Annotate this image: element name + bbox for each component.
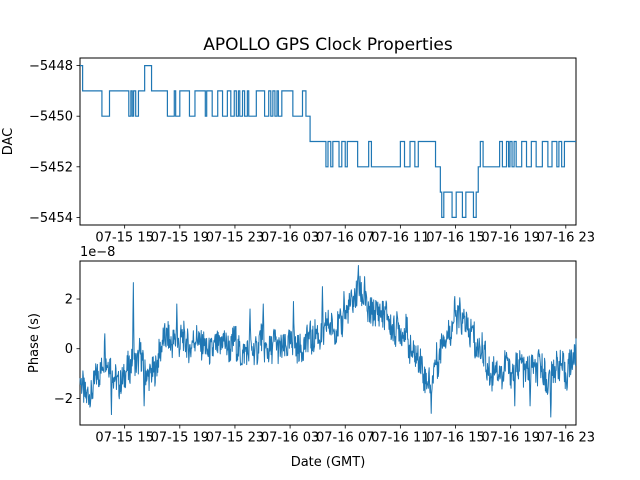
x-tick-label: 07-16 19 [481,431,539,446]
y-tick-label: 2 [65,293,73,308]
dac-series-line [80,64,576,219]
y-tick-label: −5452 [29,160,73,175]
x-tick-label: 07-15 23 [206,231,264,246]
x-tick-label: 07-15 23 [206,431,264,446]
y-tick-label: −5454 [29,211,73,226]
x-tick-label: 07-15 15 [95,231,153,246]
x-tick-label: 07-16 03 [261,231,319,246]
phase-y-axis-label: Phase (s) [27,313,42,373]
tick-marks-group [76,65,567,429]
x-tick-label: 07-16 07 [316,431,374,446]
x-tick-label: 07-16 15 [426,431,484,446]
x-tick-label: 07-16 11 [371,231,429,246]
x-tick-label: 07-15 19 [151,231,209,246]
chart-title: APOLLO GPS Clock Properties [203,35,453,55]
y-tick-label: 0 [65,342,73,357]
x-tick-label: 07-16 07 [316,231,374,246]
x-axis-label: Date (GMT) [291,455,366,470]
x-tick-label: 07-16 23 [537,431,595,446]
y-tick-label: −5450 [29,110,73,125]
phase-series-line [79,264,577,418]
x-tick-label: 07-16 11 [371,431,429,446]
x-tick-label: 07-16 03 [261,431,319,446]
x-tick-label: 07-15 19 [151,431,209,446]
phase-axis-offset-exponent: 1e−8 [80,245,115,260]
x-tick-label: 07-16 23 [537,231,595,246]
y-tick-label: −2 [54,392,73,407]
x-tick-label: 07-15 15 [95,431,153,446]
x-tick-label: 07-16 19 [481,231,539,246]
y-tick-label: −5448 [29,59,73,74]
dac-y-axis-label: DAC [1,128,16,156]
data-series-group [79,64,577,418]
x-tick-label: 07-16 15 [426,231,484,246]
